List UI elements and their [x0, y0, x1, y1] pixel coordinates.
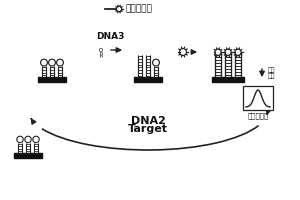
- Circle shape: [116, 6, 122, 12]
- Text: DNA2: DNA2: [130, 116, 165, 126]
- Circle shape: [235, 49, 241, 55]
- Text: DNA3: DNA3: [96, 32, 124, 41]
- Text: Target: Target: [128, 124, 168, 134]
- Circle shape: [215, 49, 221, 55]
- Bar: [212, 77, 244, 82]
- Circle shape: [225, 49, 231, 55]
- Bar: [14, 153, 42, 158]
- Text: 硼氢
化钠: 硼氢 化钠: [268, 67, 275, 79]
- Bar: [243, 86, 273, 110]
- Text: 电化学测定: 电化学测定: [248, 112, 268, 119]
- Circle shape: [179, 48, 187, 55]
- Bar: [134, 77, 162, 82]
- Bar: [38, 77, 66, 82]
- Text: 电化学探针: 电化学探针: [125, 4, 152, 14]
